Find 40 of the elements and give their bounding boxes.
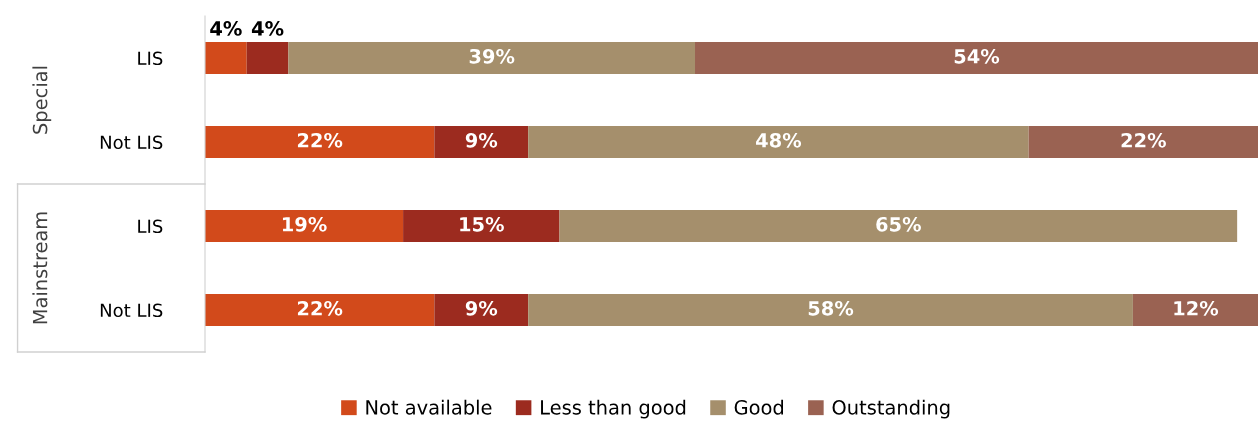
data-label: 48% — [756, 132, 802, 148]
y-tick-label: LIS — [138, 219, 163, 234]
legend-label: Less than good — [541, 399, 686, 419]
data-label: 4% — [251, 21, 284, 36]
bar — [205, 126, 435, 158]
data-label: 19% — [282, 216, 327, 232]
data-label: 65% — [876, 216, 921, 232]
legend-label: Not available — [366, 399, 492, 415]
y-tick-label: LIS — [138, 51, 163, 66]
bar — [434, 294, 529, 326]
text: Special — [32, 66, 52, 134]
bar — [434, 126, 529, 158]
data-label: 9% — [465, 132, 498, 148]
legend-label: Good — [734, 399, 784, 415]
bar — [205, 294, 435, 326]
bar — [205, 42, 247, 74]
bar — [288, 42, 696, 74]
bar — [1028, 126, 1258, 158]
data-label: 12% — [1174, 300, 1219, 316]
bar — [1132, 294, 1258, 326]
data-label: 22% — [297, 132, 343, 148]
bar — [528, 294, 1133, 326]
bar — [695, 42, 1258, 74]
data-label: 15% — [460, 216, 504, 232]
bar — [403, 210, 560, 242]
data-label: 54% — [954, 48, 1000, 64]
bar — [205, 210, 404, 242]
data-label: 22% — [297, 300, 343, 316]
data-label: 58% — [808, 300, 854, 316]
bar — [559, 210, 1238, 242]
bar — [246, 42, 289, 74]
legend-label: Outstanding — [832, 399, 950, 419]
bar — [528, 126, 1029, 158]
y-tick-label: Not LIS — [100, 135, 163, 150]
data-label: 4% — [210, 21, 242, 36]
data-label: 39% — [469, 48, 515, 64]
data-label: 22% — [1121, 132, 1166, 148]
text: Mainstream — [32, 212, 48, 324]
y-tick-label: Not LIS — [100, 303, 163, 318]
data-label: 9% — [465, 300, 498, 316]
